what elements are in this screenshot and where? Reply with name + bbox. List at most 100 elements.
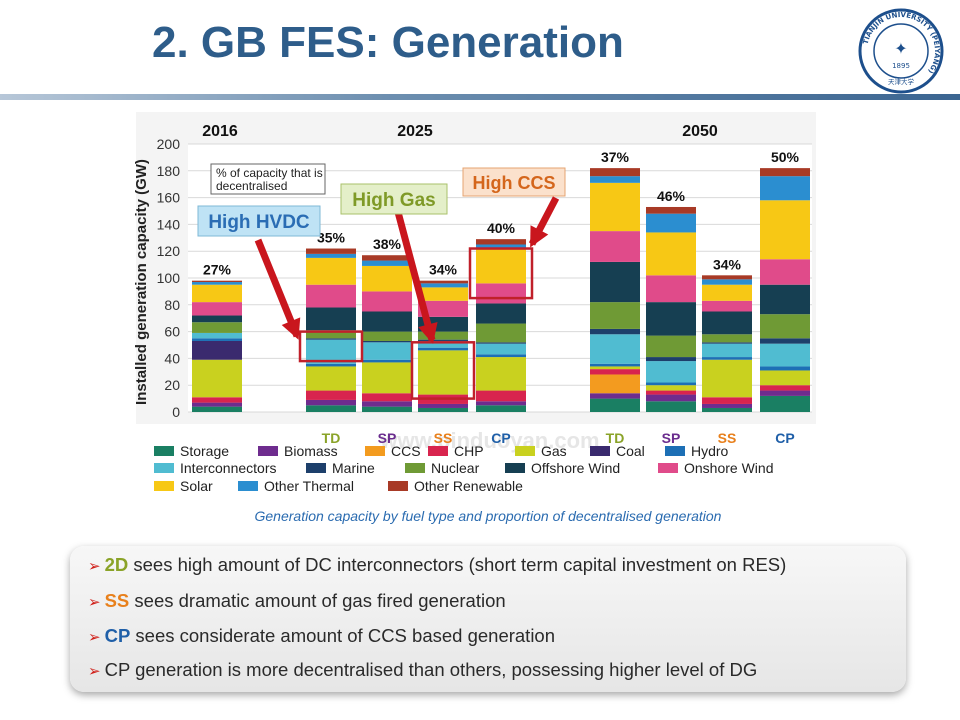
bar-segment-hydro xyxy=(590,363,640,367)
legend-label: CCS xyxy=(391,443,421,459)
bar-segment-interconnectors xyxy=(590,334,640,364)
legend-swatch xyxy=(258,446,278,456)
decentralised-pct-label: 38% xyxy=(373,236,402,252)
bar-segment-other-renewable xyxy=(646,206,696,214)
bar-segment-other-thermal xyxy=(306,253,356,258)
bar-segment-chp xyxy=(702,397,752,404)
bar-segment-biomass xyxy=(306,399,356,406)
bar-segment-marine xyxy=(476,342,526,344)
x-category-label: SS xyxy=(718,430,737,446)
legend-label: Onshore Wind xyxy=(684,460,773,476)
bar-segment-chp xyxy=(646,390,696,395)
bar-segment-onshore-wind xyxy=(646,275,696,303)
legend-swatch xyxy=(154,481,174,491)
bar-segment-offshore-wind xyxy=(362,311,412,332)
bar-segment-interconnectors xyxy=(646,361,696,383)
bullet-text: sees high amount of DC interconnectors (… xyxy=(128,554,787,575)
bar-segment-nuclear xyxy=(418,331,468,340)
y-tick-label: 120 xyxy=(157,243,181,259)
legend-swatch xyxy=(306,463,326,473)
bar-segment-offshore-wind xyxy=(476,303,526,324)
x-category-label: CP xyxy=(775,430,794,446)
legend-label: Biomass xyxy=(284,443,338,459)
bar-segment-interconnectors xyxy=(306,339,356,364)
logo-year: 1895 xyxy=(892,62,910,70)
university-logo: TIANJIN UNIVERSITY (PEIYANG) ✦ 1895 天津大学 xyxy=(858,8,944,94)
gas-callout-arrow xyxy=(394,211,436,341)
title-divider xyxy=(0,94,960,100)
bar-segment-solar xyxy=(362,265,412,292)
bar-segment-hydro xyxy=(362,359,412,363)
bar-segment-solar xyxy=(418,287,468,301)
bar-segment-other-thermal xyxy=(362,260,412,266)
bar-segment-hydro xyxy=(760,366,810,371)
bar-segment-biomass xyxy=(418,403,468,408)
bar-segment-nuclear xyxy=(702,334,752,343)
bar-segment-storage xyxy=(702,407,752,412)
bullet-arrow-icon: ➢ xyxy=(88,663,101,680)
bar-segment-marine xyxy=(418,339,468,341)
bar-segment-hydro xyxy=(418,347,468,351)
bullet-arrow-icon: ➢ xyxy=(88,629,101,646)
bar-segment-storage xyxy=(306,405,356,412)
legend-swatch xyxy=(154,463,174,473)
bar-segment-chp xyxy=(760,385,810,391)
legend-label: Gas xyxy=(541,443,567,459)
legend-label: Interconnectors xyxy=(180,460,277,476)
bar-segment-other-renewable xyxy=(306,248,356,254)
summary-bullet-2: ➢ SS sees dramatic amount of gas fired ge… xyxy=(88,590,506,612)
legend-label: Offshore Wind xyxy=(531,460,620,476)
watermark: www.pinduoyan.com xyxy=(379,428,599,453)
y-tick-label: 80 xyxy=(164,297,180,313)
high-gas-label: High Gas xyxy=(352,190,435,211)
bullet-keyword: SS xyxy=(104,590,130,611)
legend-swatch xyxy=(154,446,174,456)
hvdc-callout-arrow xyxy=(254,238,301,338)
bar-segment-interconnectors xyxy=(192,332,242,339)
legend-swatch xyxy=(658,463,678,473)
slide-title: 2. GB FES: Generation xyxy=(152,18,624,67)
bar-segment-interconnectors xyxy=(418,340,468,348)
x-category-label: SS xyxy=(434,430,453,446)
bar-segment-gas xyxy=(590,366,640,370)
bar-segment-biomass xyxy=(590,393,640,399)
bar-segment-onshore-wind xyxy=(418,300,468,317)
bullet-text: CP generation is more decentralised than… xyxy=(104,659,758,680)
bar-segment-interconnectors xyxy=(476,343,526,355)
bar-segment-solar xyxy=(646,232,696,276)
bar-segment-chp xyxy=(306,390,356,400)
bar-segment-biomass xyxy=(702,403,752,408)
x-category-label: SP xyxy=(662,430,681,446)
bar-segment-onshore-wind xyxy=(760,259,810,285)
bar-segment-biomass xyxy=(362,401,412,407)
bar-segment-other-renewable xyxy=(476,239,526,245)
bar-segment-solar xyxy=(306,257,356,285)
high-ccs-label-box xyxy=(462,167,566,197)
bar-segment-nuclear xyxy=(646,335,696,358)
bar-segment-nuclear xyxy=(306,330,356,339)
bar-segment-biomass xyxy=(476,401,526,406)
highlight-box xyxy=(468,247,534,300)
bar-segment-nuclear xyxy=(760,314,810,339)
legend-swatch xyxy=(515,446,535,456)
bar-segment-marine xyxy=(702,342,752,344)
legend-swatch xyxy=(238,481,258,491)
bar-segment-other-renewable xyxy=(418,280,468,284)
bar-segment-storage xyxy=(192,406,242,412)
y-tick-label: 200 xyxy=(157,136,181,152)
bar-segment-gas xyxy=(476,357,526,391)
y-tick-label: 0 xyxy=(172,404,180,420)
y-tick-label: 100 xyxy=(157,270,181,286)
decentralised-note-line: % of capacity that is xyxy=(216,166,323,180)
legend-swatch xyxy=(590,446,610,456)
y-tick-label: 60 xyxy=(164,324,180,340)
bar-segment-hydro xyxy=(192,338,242,341)
summary-bullet-3: ➢ CP sees considerate amount of CCS based… xyxy=(88,625,555,647)
high-hvdc-label-box xyxy=(197,205,321,237)
bar-segment-ccs xyxy=(590,374,640,394)
bar-segment-gas xyxy=(702,359,752,398)
bar-segment-offshore-wind xyxy=(702,311,752,335)
bullet-text: sees considerate amount of CCS based gen… xyxy=(130,625,556,646)
bar-segment-gas xyxy=(418,350,468,395)
x-category-label: CP xyxy=(491,430,510,446)
